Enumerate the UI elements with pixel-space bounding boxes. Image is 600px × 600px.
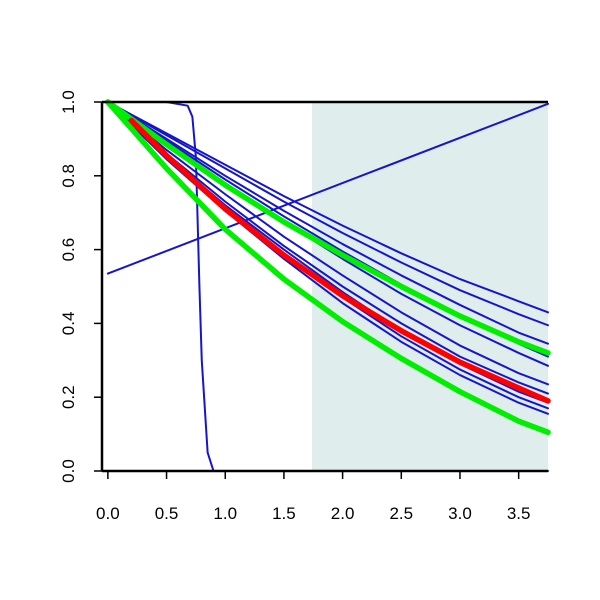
- x-tick-label-0: 0.0: [96, 504, 120, 523]
- x-tick-label-2: 1.0: [213, 504, 237, 523]
- x-tick-label-6: 3.0: [448, 504, 472, 523]
- x-tick-label-3: 1.5: [272, 504, 296, 523]
- y-tick-label-0: 0.0: [59, 459, 78, 483]
- x-tick-label-4: 2.0: [331, 504, 355, 523]
- series-line-blue-2: [106, 101, 549, 314]
- axes-layer: 0.0 0.5 1.0 1.5 2.0 2.5 3.0 3.5 0.0 0.2 0.4 0.6 0.8 1…: [59, 90, 548, 523]
- series-line-green-14: [105, 99, 551, 435]
- series-layer: [105, 99, 551, 472]
- series-line-blue-0: [106, 101, 549, 472]
- x-tick-label-1: 0.5: [155, 504, 179, 523]
- series-line-blue-3: [106, 101, 549, 327]
- y-tick-label-1: 0.2: [59, 385, 78, 409]
- x-tick-label-7: 3.5: [507, 504, 531, 523]
- series-line-blue-1: [106, 102, 549, 275]
- y-tick-label-4: 0.8: [59, 164, 78, 188]
- x-tick-label-5: 2.5: [389, 504, 413, 523]
- series-line-green-12: [105, 99, 551, 356]
- shaded-region: [312, 102, 548, 471]
- series-line-red-13: [128, 117, 551, 404]
- series-line-blue-4: [106, 101, 549, 345]
- y-tick-label-3: 0.6: [59, 238, 78, 262]
- y-tick-label-2: 0.4: [59, 312, 78, 336]
- y-tick-label-5: 1.0: [59, 90, 78, 114]
- series-line-blue-7: [106, 101, 549, 386]
